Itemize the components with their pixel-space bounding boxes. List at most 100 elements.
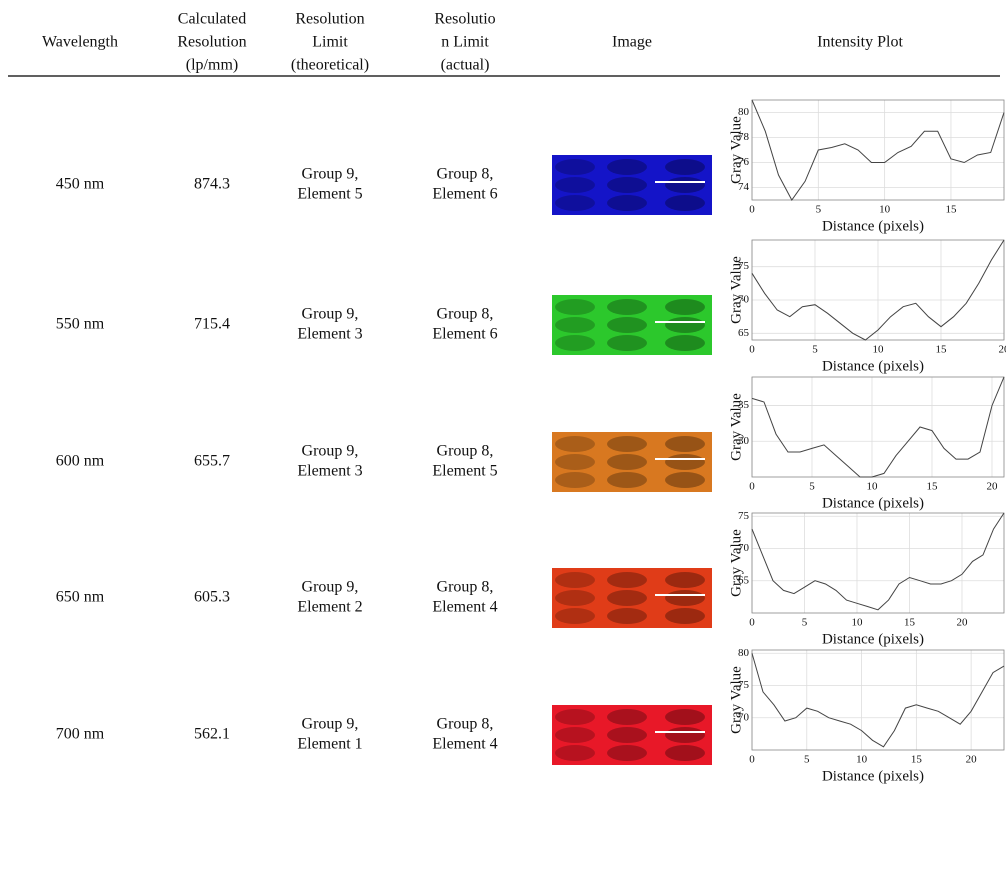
resolution-limit: Group 9, (302, 579, 359, 596)
x-tick-label: 20 (957, 617, 969, 629)
plot-frame (752, 513, 1004, 613)
x-axis-label: Distance (pixels) (822, 218, 924, 234)
y-tick-label: 65 (738, 327, 750, 339)
header-cell: Image (612, 34, 652, 51)
image-bar (555, 572, 595, 588)
wavelength: 650 nm (56, 589, 105, 606)
image-bar (607, 195, 647, 211)
image-bar (607, 727, 647, 743)
header-cell: Calculated (178, 11, 246, 28)
x-tick-label: 0 (749, 617, 755, 629)
wavelength: 450 nm (56, 176, 105, 193)
image-bar (607, 608, 647, 624)
y-axis-label: Gray Value (728, 256, 744, 324)
image-bar (555, 177, 595, 193)
plot-frame (752, 100, 1004, 200)
image-bar (607, 335, 647, 351)
resolution-limit: Element 4 (432, 736, 497, 753)
image-bar (555, 727, 595, 743)
resolution-limit: Element 3 (297, 326, 362, 343)
x-tick-label: 5 (809, 481, 815, 493)
image-bar (665, 195, 705, 211)
image-bar (555, 709, 595, 725)
header-cell: Intensity Plot (817, 34, 903, 51)
y-tick-label: 75 (738, 510, 750, 522)
x-tick-label: 0 (749, 754, 755, 766)
image-bar (665, 727, 705, 743)
y-axis-label: Gray Value (728, 116, 744, 184)
resolution-limit: Group 8, (437, 166, 494, 183)
x-axis-label: Distance (pixels) (822, 768, 924, 784)
resolution-limit: Element 4 (432, 599, 497, 616)
image-bar (665, 590, 705, 606)
header-cell: Limit (312, 34, 348, 51)
wavelength: 700 nm (56, 726, 105, 743)
x-tick-label: 10 (873, 344, 885, 356)
image-bar (555, 335, 595, 351)
image-bar (665, 608, 705, 624)
image-bar (607, 745, 647, 761)
x-tick-label: 5 (812, 344, 818, 356)
image-bar (607, 436, 647, 452)
resolution-limit: Group 9, (302, 716, 359, 733)
image-bar (555, 454, 595, 470)
image-bar (555, 159, 595, 175)
image-bar (555, 317, 595, 333)
x-tick-label: 10 (867, 481, 879, 493)
header-cell: Resolution (177, 34, 246, 51)
image-bar (665, 159, 705, 175)
x-axis-label: Distance (pixels) (822, 495, 924, 511)
image-bar (665, 299, 705, 315)
header-cell: n Limit (441, 34, 489, 51)
x-tick-label: 10 (852, 617, 864, 629)
wavelength: 550 nm (56, 316, 105, 333)
table-figure: WavelengthCalculatedResolution(lp/mm)Res… (0, 0, 1006, 888)
x-tick-label: 15 (911, 754, 923, 766)
resolution-limit: Group 9, (302, 443, 359, 460)
x-tick-label: 15 (927, 481, 939, 493)
image-bar (665, 317, 705, 333)
resolution-limit: Element 5 (297, 186, 362, 203)
x-axis-label: Distance (pixels) (822, 358, 924, 374)
resolution: 655.7 (194, 453, 230, 470)
wavelength: 600 nm (56, 453, 105, 470)
image-bar (607, 159, 647, 175)
resolution: 874.3 (194, 176, 230, 193)
image-bar (665, 454, 705, 470)
x-tick-label: 5 (816, 204, 822, 216)
x-tick-label: 20 (999, 344, 1006, 356)
resolution-limit: Element 2 (297, 599, 362, 616)
image-bar (555, 472, 595, 488)
resolution-limit: Group 9, (302, 306, 359, 323)
x-tick-label: 0 (749, 344, 755, 356)
x-tick-label: 20 (987, 481, 999, 493)
resolution-limit: Element 1 (297, 736, 362, 753)
resolution-limit: Group 8, (437, 443, 494, 460)
header-cell: Wavelength (42, 34, 118, 51)
header-cell: Resolution (295, 11, 364, 28)
resolution: 605.3 (194, 589, 230, 606)
resolution-limit: Element 5 (432, 463, 497, 480)
x-tick-label: 15 (904, 617, 916, 629)
image-bar (665, 335, 705, 351)
image-bar (665, 436, 705, 452)
image-bar (555, 608, 595, 624)
intensity-line (752, 513, 1004, 610)
plot-frame (752, 650, 1004, 750)
image-bar (665, 177, 705, 193)
resolution: 715.4 (194, 316, 230, 333)
image-bar (607, 177, 647, 193)
header-cell: (theoretical) (291, 57, 369, 74)
x-tick-label: 5 (804, 754, 810, 766)
image-bar (555, 590, 595, 606)
resolution-limit: Element 6 (432, 326, 497, 343)
resolution: 562.1 (194, 726, 230, 743)
y-axis-label: Gray Value (728, 529, 744, 597)
image-bar (555, 436, 595, 452)
image-bar (555, 195, 595, 211)
x-tick-label: 0 (749, 481, 755, 493)
x-tick-label: 15 (945, 204, 957, 216)
image-bar (555, 299, 595, 315)
intensity-line (752, 653, 1004, 747)
header-cell: (actual) (441, 57, 490, 74)
